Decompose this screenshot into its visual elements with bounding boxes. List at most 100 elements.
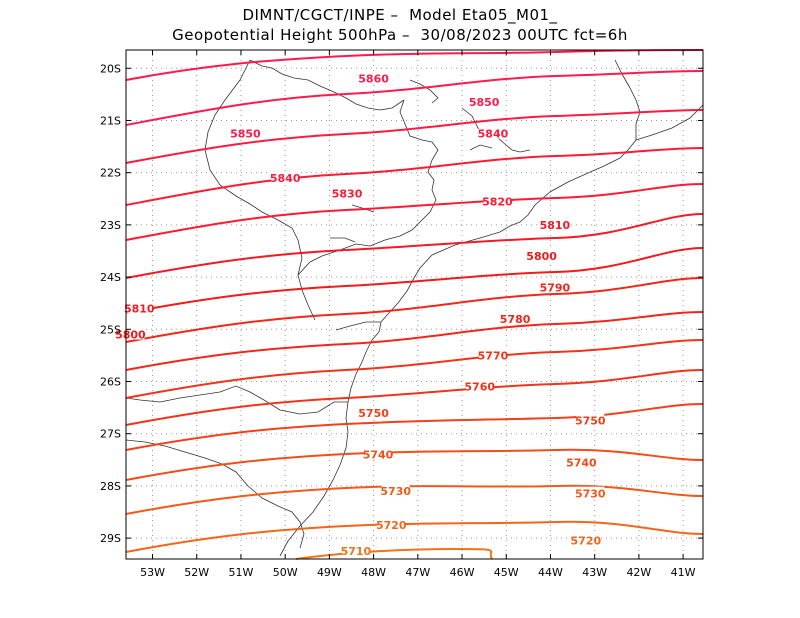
contour-label: 5730: [380, 485, 411, 498]
contour-label: 5800: [115, 329, 146, 342]
contour-label-bg: [501, 311, 530, 324]
lat-tick-label: 23S: [100, 219, 121, 232]
contour-label-bg: [540, 217, 569, 230]
lon-tick-label: 50W: [273, 566, 298, 579]
lon-tick-label: 53W: [140, 566, 165, 579]
lon-tick-label: 42W: [626, 566, 651, 579]
contour-label-bg: [341, 544, 370, 557]
contour-label: 5850: [230, 128, 261, 141]
contour-label-bg: [333, 186, 362, 199]
contour-label: 5820: [482, 195, 513, 208]
lon-tick-label: 51W: [229, 566, 254, 579]
lat-tick-label: 29S: [100, 532, 121, 545]
lat-tick-label: 20S: [100, 62, 121, 75]
contour-label: 5850: [469, 96, 500, 109]
contour-label: 5830: [332, 188, 363, 201]
contour-label-bg: [381, 484, 410, 497]
coastline-segment: [409, 79, 439, 104]
contour-label-bg: [359, 405, 388, 418]
contour-line: [125, 213, 704, 279]
contour-label: 5840: [478, 128, 509, 141]
lon-tick-label: 41W: [671, 566, 696, 579]
contour-label-bg: [571, 533, 600, 546]
contour-label: 5750: [575, 415, 606, 428]
contour-label-bg: [364, 447, 393, 460]
contour-line: [125, 448, 704, 481]
coastline-segment: [335, 321, 381, 331]
coastline-segment: [125, 385, 348, 415]
lon-tick-label: 44W: [538, 566, 563, 579]
contour-label-bg: [567, 455, 596, 468]
contour-label: 5750: [358, 407, 389, 420]
coastline-segment: [125, 439, 305, 549]
lat-tick-label: 21S: [100, 114, 121, 127]
lat-tick-label: 25S: [100, 323, 121, 336]
lon-tick-label: 48W: [361, 566, 386, 579]
contour-label: 5810: [124, 302, 155, 315]
contour-line: [125, 484, 704, 515]
contour-label: 5720: [376, 519, 407, 532]
contour-line: [125, 369, 704, 426]
contour-line: [125, 109, 704, 164]
contour-label: 5730: [575, 488, 606, 501]
lat-tick-label: 22S: [100, 167, 121, 180]
contour-label: 5840: [270, 172, 301, 185]
contour-label-bg: [271, 170, 300, 183]
contour-label: 5810: [540, 219, 571, 232]
contour-label-bg: [116, 327, 145, 340]
contour-label: 5740: [566, 456, 597, 469]
contour-label-bg: [576, 413, 605, 426]
contour-line: [125, 520, 704, 553]
contour-line: [125, 70, 704, 126]
contour-label-bg: [359, 71, 388, 84]
grid-lines: [126, 50, 703, 559]
contour-label: 5800: [526, 250, 557, 263]
map-title-line-1: DIMNT/CGCT/INPE – Model Eta05_M01_: [242, 6, 558, 24]
contour-lines: [125, 49, 704, 560]
lon-tick-label: 49W: [317, 566, 342, 579]
contour-label-bg: [478, 126, 507, 139]
contour-line: [295, 547, 493, 560]
axis-ticks: 53W 52W 51W 50W 49W 48W 47W 46W 45W 44W 43W 42W 41W 2…: [100, 50, 703, 579]
contour-line: [125, 49, 704, 81]
lon-tick-label: 46W: [450, 566, 475, 579]
contour-label-bg: [527, 249, 556, 262]
contour-label-bg: [231, 126, 260, 139]
lon-tick-label: 52W: [184, 566, 209, 579]
contour-label: 5720: [571, 535, 602, 548]
contour-line: [125, 277, 704, 343]
contour-label-bg: [576, 486, 605, 499]
contour-line: [125, 147, 704, 206]
contour-label-bg: [483, 194, 512, 207]
lon-tick-label: 45W: [494, 566, 519, 579]
coastline-segment: [351, 204, 375, 213]
contour-label: 5740: [363, 449, 394, 462]
contour-label: 5710: [341, 545, 372, 558]
lat-tick-label: 27S: [100, 428, 121, 441]
contour-labels: 5860 5850 5850 5840 5840 5830 5820 5810 5810 5800…: [115, 71, 606, 558]
contour-label-bg: [125, 301, 154, 314]
coastline-segment: [469, 144, 493, 151]
contour-label-bg: [470, 95, 499, 108]
lon-tick-label: 43W: [582, 566, 607, 579]
contour-label: 5790: [540, 282, 571, 295]
contour-line: [125, 247, 704, 314]
contour-label: 5860: [358, 73, 389, 86]
contour-label: 5780: [500, 313, 531, 326]
contour-line: [125, 183, 704, 241]
contour-label: 5760: [464, 381, 495, 394]
coastline-segment: [297, 189, 437, 321]
contour-label: 5770: [478, 349, 509, 362]
contour-line: [125, 339, 704, 399]
coastline-segment: [399, 99, 439, 191]
coastline-segment: [279, 104, 704, 557]
lat-tick-label: 24S: [100, 271, 121, 284]
contour-label-bg: [465, 379, 494, 392]
map-title-line-2: Geopotential Height 500hPa – 30/08/2023 …: [172, 26, 628, 44]
contour-line: [125, 403, 704, 451]
coastline-segment: [330, 237, 356, 243]
lat-tick-label: 26S: [100, 376, 121, 389]
lat-tick-label: 28S: [100, 480, 121, 493]
contour-line: [125, 311, 704, 371]
